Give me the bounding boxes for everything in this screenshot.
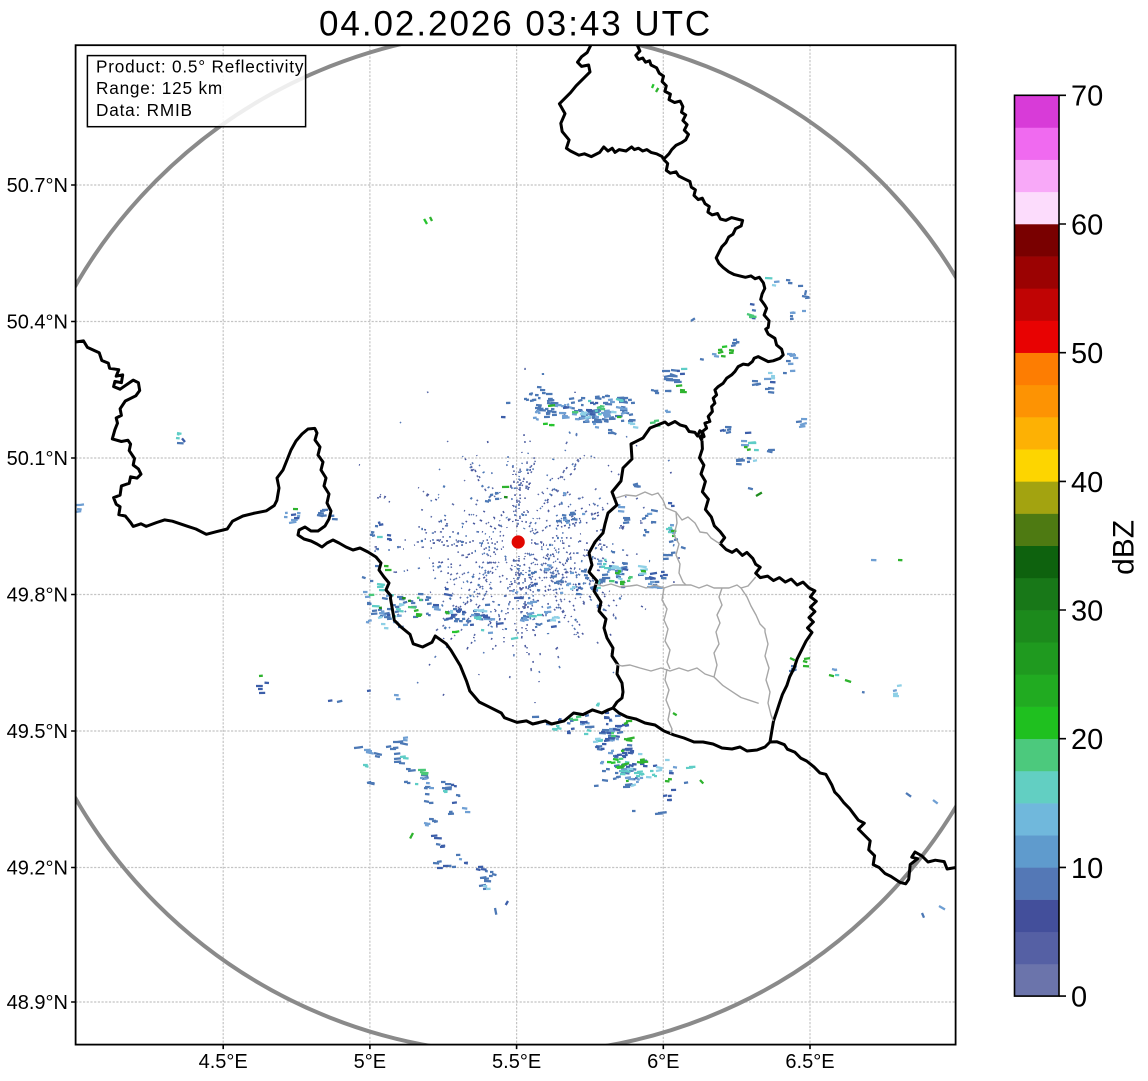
- svg-text:50.7°N: 50.7°N: [7, 175, 68, 197]
- svg-text:0: 0: [1071, 982, 1087, 1014]
- svg-text:04.02.2026 03:43 UTC: 04.02.2026 03:43 UTC: [319, 5, 712, 44]
- svg-text:50.1°N: 50.1°N: [7, 448, 68, 470]
- svg-text:dBZ: dBZ: [1108, 520, 1141, 575]
- svg-text:40: 40: [1071, 467, 1103, 499]
- svg-text:49.2°N: 49.2°N: [7, 858, 68, 880]
- svg-text:6°E: 6°E: [647, 1051, 679, 1073]
- svg-text:50.4°N: 50.4°N: [7, 312, 68, 334]
- svg-text:Range: 125 km: Range: 125 km: [96, 78, 223, 98]
- svg-text:5.5°E: 5.5°E: [492, 1051, 541, 1073]
- svg-text:Product: 0.5° Reflectivity: Product: 0.5° Reflectivity: [96, 57, 304, 77]
- svg-text:70: 70: [1071, 81, 1103, 113]
- svg-text:6.5°E: 6.5°E: [785, 1051, 834, 1073]
- svg-text:Data: RMIB: Data: RMIB: [96, 100, 193, 120]
- svg-text:4.5°E: 4.5°E: [199, 1051, 248, 1073]
- svg-text:50: 50: [1071, 338, 1103, 370]
- svg-text:49.8°N: 49.8°N: [7, 585, 68, 607]
- svg-text:49.5°N: 49.5°N: [7, 721, 68, 743]
- svg-text:30: 30: [1071, 595, 1103, 627]
- svg-text:20: 20: [1071, 724, 1103, 756]
- svg-text:48.9°N: 48.9°N: [7, 992, 68, 1014]
- svg-text:5°E: 5°E: [354, 1051, 386, 1073]
- svg-text:60: 60: [1071, 209, 1103, 241]
- svg-text:10: 10: [1071, 853, 1103, 885]
